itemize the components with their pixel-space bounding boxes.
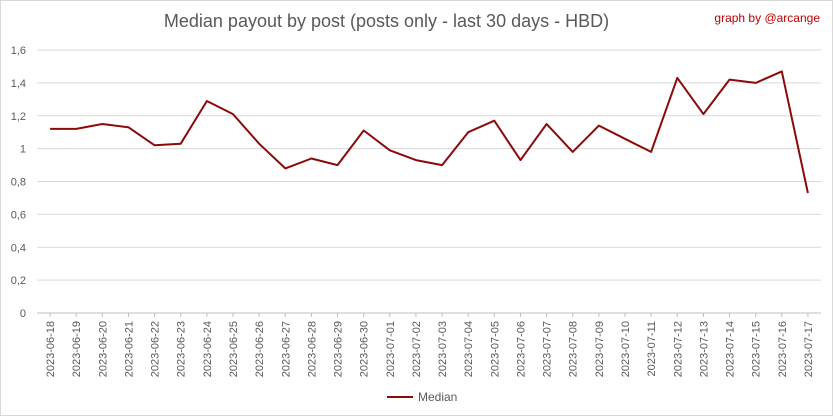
x-tick-label: 2023-07-12: [672, 321, 684, 377]
data-point: [100, 121, 105, 126]
x-tick-label: 2023-06-25: [228, 321, 240, 377]
x-tick-label: 2023-07-16: [777, 321, 789, 377]
data-point: [701, 112, 706, 117]
x-tick-label: 2023-06-19: [71, 321, 83, 377]
data-point: [623, 136, 628, 141]
y-tick-label: 0: [20, 308, 26, 320]
x-tick-label: 2023-06-28: [306, 321, 318, 377]
data-point: [596, 123, 601, 128]
legend-label: Median: [418, 390, 457, 404]
data-point: [675, 75, 680, 80]
x-tick-label: 2023-06-24: [202, 321, 214, 377]
x-tick-label: 2023-06-29: [333, 321, 345, 377]
x-tick-label: 2023-07-06: [515, 321, 527, 377]
x-tick-label: 2023-07-01: [385, 321, 397, 377]
data-point: [309, 156, 314, 161]
data-point: [727, 77, 732, 82]
x-tick-label: 2023-07-13: [698, 321, 710, 377]
series-line-median: [50, 70, 809, 194]
data-point: [649, 149, 654, 154]
credit-label: graph by @arcange: [714, 11, 820, 25]
x-tick-label: 2023-06-18: [45, 321, 57, 377]
data-point: [126, 125, 131, 130]
y-tick-label: 0,6: [11, 209, 26, 221]
y-tick-label: 0,4: [11, 242, 26, 254]
data-point: [257, 141, 262, 146]
x-tick-label: 2023-07-02: [411, 321, 423, 377]
y-tick-label: 1,4: [11, 78, 26, 90]
data-point: [335, 163, 340, 168]
x-tick-label: 2023-07-07: [542, 321, 554, 377]
y-tick-label: 0,2: [11, 275, 26, 287]
data-point: [440, 163, 445, 168]
x-tick-label: 2023-06-27: [280, 321, 292, 377]
data-point: [518, 158, 523, 163]
x-tick-label: 2023-07-17: [803, 321, 815, 377]
data-point: [413, 158, 418, 163]
x-tick-label: 2023-06-20: [97, 321, 109, 377]
x-tick-label: 2023-07-11: [646, 321, 658, 376]
y-tick-label: 1,6: [11, 45, 26, 57]
data-point: [48, 126, 53, 131]
x-tick-label: 2023-06-30: [359, 321, 371, 377]
data-point: [361, 128, 366, 133]
x-tick-label: 2023-07-08: [568, 321, 580, 377]
data-point: [492, 118, 497, 123]
x-tick-label: 2023-06-22: [150, 321, 162, 377]
data-point: [387, 148, 392, 153]
data-point: [805, 191, 810, 196]
data-point: [74, 126, 79, 131]
data-point: [779, 69, 784, 74]
x-tick-label: 2023-07-15: [751, 321, 763, 377]
data-point: [753, 80, 758, 85]
x-tick-label: 2023-07-14: [725, 321, 737, 377]
y-tick-label: 1: [20, 144, 26, 156]
x-tick-label: 2023-07-03: [437, 321, 449, 377]
data-point: [231, 112, 236, 117]
data-point: [204, 98, 209, 103]
data-point: [570, 149, 575, 154]
x-tick-label: 2023-06-26: [254, 321, 266, 377]
chart-title: Median payout by post (posts only - last…: [163, 11, 610, 31]
data-point: [178, 141, 183, 146]
data-point: [466, 130, 471, 135]
x-tick-label: 2023-06-23: [176, 321, 188, 377]
data-point: [544, 121, 549, 126]
x-tick-label: 2023-07-09: [594, 321, 606, 377]
x-tick-label: 2023-06-21: [123, 321, 135, 377]
x-tick-label: 2023-07-10: [620, 321, 632, 377]
data-point: [283, 166, 288, 171]
y-tick-label: 1,2: [11, 111, 26, 123]
x-tick-label: 2023-07-05: [489, 321, 501, 377]
x-tick-label: 2023-07-04: [463, 321, 475, 377]
y-tick-label: 0,8: [11, 177, 26, 189]
data-point: [152, 143, 157, 148]
